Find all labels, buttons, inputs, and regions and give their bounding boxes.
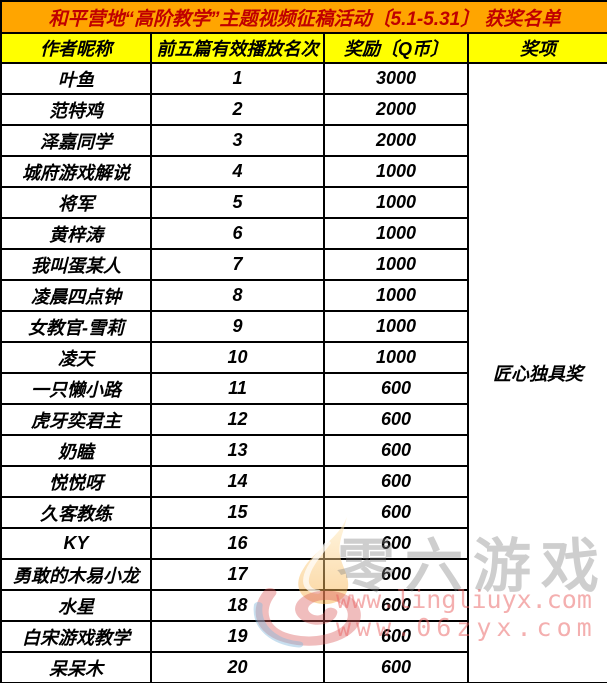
- cell-reward: 600: [323, 589, 469, 622]
- cell-rank: 12: [150, 403, 325, 436]
- table-body: 叶鱼 1 3000 匠心独具奖 范特鸡 2 2000 泽嘉同学 3 2000 城…: [0, 62, 607, 683]
- cell-reward: 600: [323, 434, 469, 467]
- cell-rank: 3: [150, 124, 325, 157]
- cell-author: 我叫蛋某人: [0, 248, 152, 281]
- cell-rank: 7: [150, 248, 325, 281]
- cell-author: 泽嘉同学: [0, 124, 152, 157]
- cell-rank: 5: [150, 186, 325, 219]
- cell-author: 呆呆木: [0, 651, 152, 683]
- table-row: 凌天 10 1000: [0, 341, 607, 374]
- col-header-prize: 奖项: [467, 32, 607, 64]
- table-row: 凌晨四点钟 8 1000: [0, 279, 607, 312]
- table-row: 悦悦呀 14 600: [0, 465, 607, 498]
- cell-rank: 17: [150, 558, 325, 591]
- cell-rank: 20: [150, 651, 325, 683]
- cell-author: 虎牙奕君主: [0, 403, 152, 436]
- table-row: 城府游戏解说 4 1000: [0, 155, 607, 188]
- cell-author: 城府游戏解说: [0, 155, 152, 188]
- cell-rank: 6: [150, 217, 325, 250]
- cell-rank: 9: [150, 310, 325, 343]
- cell-rank: 19: [150, 620, 325, 653]
- cell-rank: 16: [150, 527, 325, 560]
- cell-rank: 14: [150, 465, 325, 498]
- cell-author: 女教官-雪莉: [0, 310, 152, 343]
- col-header-rank: 前五篇有效播放名次: [150, 32, 325, 64]
- cell-rank: 15: [150, 496, 325, 529]
- cell-author: 久客教练: [0, 496, 152, 529]
- cell-rank: 4: [150, 155, 325, 188]
- cell-rank: 11: [150, 372, 325, 405]
- col-header-reward: 奖励〔Q币〕: [323, 32, 469, 64]
- table-row: 黄梓涛 6 1000: [0, 217, 607, 250]
- cell-author: 勇敢的木易小龙: [0, 558, 152, 591]
- table-row: 将军 5 1000: [0, 186, 607, 219]
- cell-reward: 1000: [323, 341, 469, 374]
- page-title: 和平营地“高阶教学”主题视频征稿活动〔5.1-5.31〕 获奖名单: [0, 0, 607, 34]
- cell-author: 奶瞌: [0, 434, 152, 467]
- cell-reward: 600: [323, 527, 469, 560]
- cell-reward: 3000: [323, 62, 469, 95]
- cell-reward: 600: [323, 558, 469, 591]
- table-row: 白宋游戏教学 19 600: [0, 620, 607, 653]
- cell-rank: 2: [150, 93, 325, 126]
- column-header-row: 作者昵称 前五篇有效播放名次 奖励〔Q币〕 奖项: [0, 32, 607, 64]
- cell-author: 将军: [0, 186, 152, 219]
- cell-reward: 1000: [323, 310, 469, 343]
- cell-reward: 600: [323, 372, 469, 405]
- col-header-author: 作者昵称: [0, 32, 152, 64]
- table-row: 叶鱼 1 3000 匠心独具奖: [0, 62, 607, 683]
- cell-author: 凌晨四点钟: [0, 279, 152, 312]
- table-row: 泽嘉同学 3 2000: [0, 124, 607, 157]
- table-row: 我叫蛋某人 7 1000: [0, 248, 607, 281]
- table-row: 虎牙奕君主 12 600: [0, 403, 607, 436]
- table-row: 女教官-雪莉 9 1000: [0, 310, 607, 343]
- cell-reward: 1000: [323, 217, 469, 250]
- cell-reward: 600: [323, 403, 469, 436]
- cell-reward: 600: [323, 465, 469, 498]
- cell-rank: 8: [150, 279, 325, 312]
- cell-author: 水星: [0, 589, 152, 622]
- cell-reward: 1000: [323, 186, 469, 219]
- cell-rank: 1: [150, 62, 325, 95]
- cell-author: 悦悦呀: [0, 465, 152, 498]
- title-row: 和平营地“高阶教学”主题视频征稿活动〔5.1-5.31〕 获奖名单: [0, 0, 607, 34]
- cell-reward: 1000: [323, 279, 469, 312]
- cell-rank: 18: [150, 589, 325, 622]
- cell-reward: 2000: [323, 124, 469, 157]
- cell-author: 白宋游戏教学: [0, 620, 152, 653]
- cell-reward: 600: [323, 496, 469, 529]
- cell-reward: 2000: [323, 93, 469, 126]
- table-row: 范特鸡 2 2000: [0, 93, 607, 126]
- cell-rank: 13: [150, 434, 325, 467]
- cell-reward: 1000: [323, 248, 469, 281]
- prize-cell: 匠心独具奖: [467, 62, 607, 683]
- cell-reward: 600: [323, 651, 469, 683]
- table-row: 一只懒小路 11 600: [0, 372, 607, 405]
- cell-author: 黄梓涛: [0, 217, 152, 250]
- cell-author: KY: [0, 527, 152, 560]
- cell-reward: 600: [323, 620, 469, 653]
- cell-author: 一只懒小路: [0, 372, 152, 405]
- table-row: 呆呆木 20 600: [0, 651, 607, 683]
- cell-rank: 10: [150, 341, 325, 374]
- cell-author: 范特鸡: [0, 93, 152, 126]
- table-row: 奶瞌 13 600: [0, 434, 607, 467]
- cell-reward: 1000: [323, 155, 469, 188]
- cell-author: 凌天: [0, 341, 152, 374]
- cell-author: 叶鱼: [0, 62, 152, 95]
- table-row: 水星 18 600: [0, 589, 607, 622]
